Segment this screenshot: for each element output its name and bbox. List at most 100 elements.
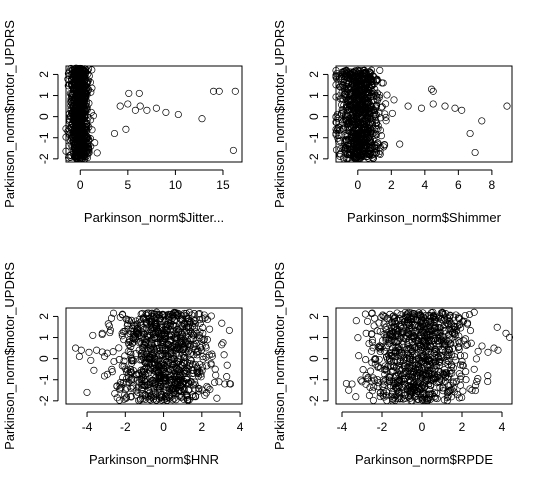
- data-point: [342, 103, 350, 111]
- data-point: [169, 385, 177, 393]
- data-point: [128, 324, 136, 333]
- data-point: [442, 336, 450, 344]
- data-point: [463, 320, 471, 328]
- data-point: [342, 115, 350, 123]
- data-point: [412, 361, 420, 369]
- data-point: [471, 148, 479, 157]
- data-point: [353, 101, 361, 109]
- data-point: [93, 149, 101, 157]
- data-point: [459, 361, 467, 369]
- data-point: [381, 370, 389, 378]
- data-point: [162, 352, 170, 360]
- data-point: [150, 330, 158, 339]
- data-point: [454, 343, 462, 352]
- data-point: [152, 313, 160, 321]
- data-point: [429, 100, 437, 108]
- data-point: [182, 309, 190, 317]
- data-point: [120, 362, 128, 370]
- data-point: [213, 394, 221, 402]
- data-point: [384, 341, 392, 349]
- data-point: [403, 318, 411, 326]
- data-point: [405, 324, 413, 332]
- data-point: [380, 330, 388, 338]
- data-point: [383, 91, 391, 99]
- data-point: [143, 106, 151, 114]
- data-point: [422, 328, 430, 336]
- data-point: [419, 390, 427, 398]
- data-point: [142, 351, 150, 359]
- x-axis-title: Parkinson_norm$Jitter...: [84, 210, 224, 225]
- data-point: [342, 379, 350, 388]
- data-point: [362, 356, 370, 364]
- data-point: [137, 386, 145, 394]
- data-point: [347, 117, 355, 125]
- data-point: [424, 324, 432, 332]
- data-point: [357, 76, 365, 84]
- data-point: [87, 356, 95, 364]
- x-tick-label: 0: [160, 420, 167, 434]
- data-point: [428, 374, 436, 382]
- plot-frame: [335, 65, 513, 163]
- data-point: [398, 348, 406, 356]
- data-point: [163, 394, 171, 402]
- data-point: [170, 389, 178, 397]
- data-point: [348, 96, 356, 104]
- y-axis-title: Parkinson_norm$motor_UPDRS: [2, 20, 17, 208]
- data-point: [431, 375, 439, 383]
- data-point: [419, 313, 427, 321]
- data-point: [206, 385, 214, 393]
- data-point: [371, 376, 379, 384]
- data-point: [381, 362, 389, 370]
- data-point: [393, 358, 401, 366]
- data-point: [215, 87, 223, 95]
- data-point: [156, 351, 164, 359]
- data-point: [352, 105, 360, 113]
- y-axis: -2 -1 0 1 2: [37, 71, 59, 164]
- data-point: [340, 92, 348, 100]
- data-point: [430, 312, 438, 320]
- data-point: [437, 328, 445, 336]
- data-point: [409, 370, 417, 378]
- data-point: [156, 363, 164, 371]
- data-point: [180, 336, 189, 344]
- data-point: [148, 355, 156, 363]
- data-point: [333, 75, 341, 83]
- data-point: [376, 126, 384, 134]
- data-point: [86, 135, 95, 143]
- data-point: [119, 373, 127, 382]
- data-point: [423, 362, 431, 370]
- data-point: [390, 96, 398, 104]
- data-point: [461, 352, 469, 360]
- data-point: [352, 85, 360, 93]
- data-point: [368, 387, 376, 395]
- data-point: [194, 310, 203, 318]
- data-point: [184, 386, 193, 395]
- data-point: [443, 374, 451, 382]
- data-point: [410, 387, 418, 395]
- data-point: [373, 145, 381, 153]
- data-point: [195, 387, 203, 395]
- data-point: [363, 82, 371, 90]
- data-point: [352, 393, 360, 401]
- data-point: [349, 119, 357, 127]
- data-point: [462, 341, 470, 349]
- data-point: [442, 310, 450, 318]
- data-point: [436, 383, 444, 391]
- data-point: [370, 73, 378, 81]
- data-point: [441, 348, 449, 356]
- data-point: [159, 326, 167, 335]
- data-point: [67, 151, 75, 159]
- data-point: [126, 368, 134, 377]
- data-point: [189, 319, 197, 327]
- data-point: [439, 384, 447, 392]
- data-point: [167, 366, 175, 374]
- data-point: [427, 85, 436, 93]
- data-point: [412, 369, 420, 378]
- data-point: [462, 368, 470, 376]
- data-point: [88, 84, 96, 92]
- data-point: [364, 154, 372, 162]
- data-point: [379, 382, 387, 390]
- panel-hnr: -4 -2 0 2 4 -2 -1 0 1 2 Parkinson_norm$HNR Parki…: [2, 262, 244, 467]
- data-point: [150, 359, 158, 367]
- data-point: [141, 395, 149, 403]
